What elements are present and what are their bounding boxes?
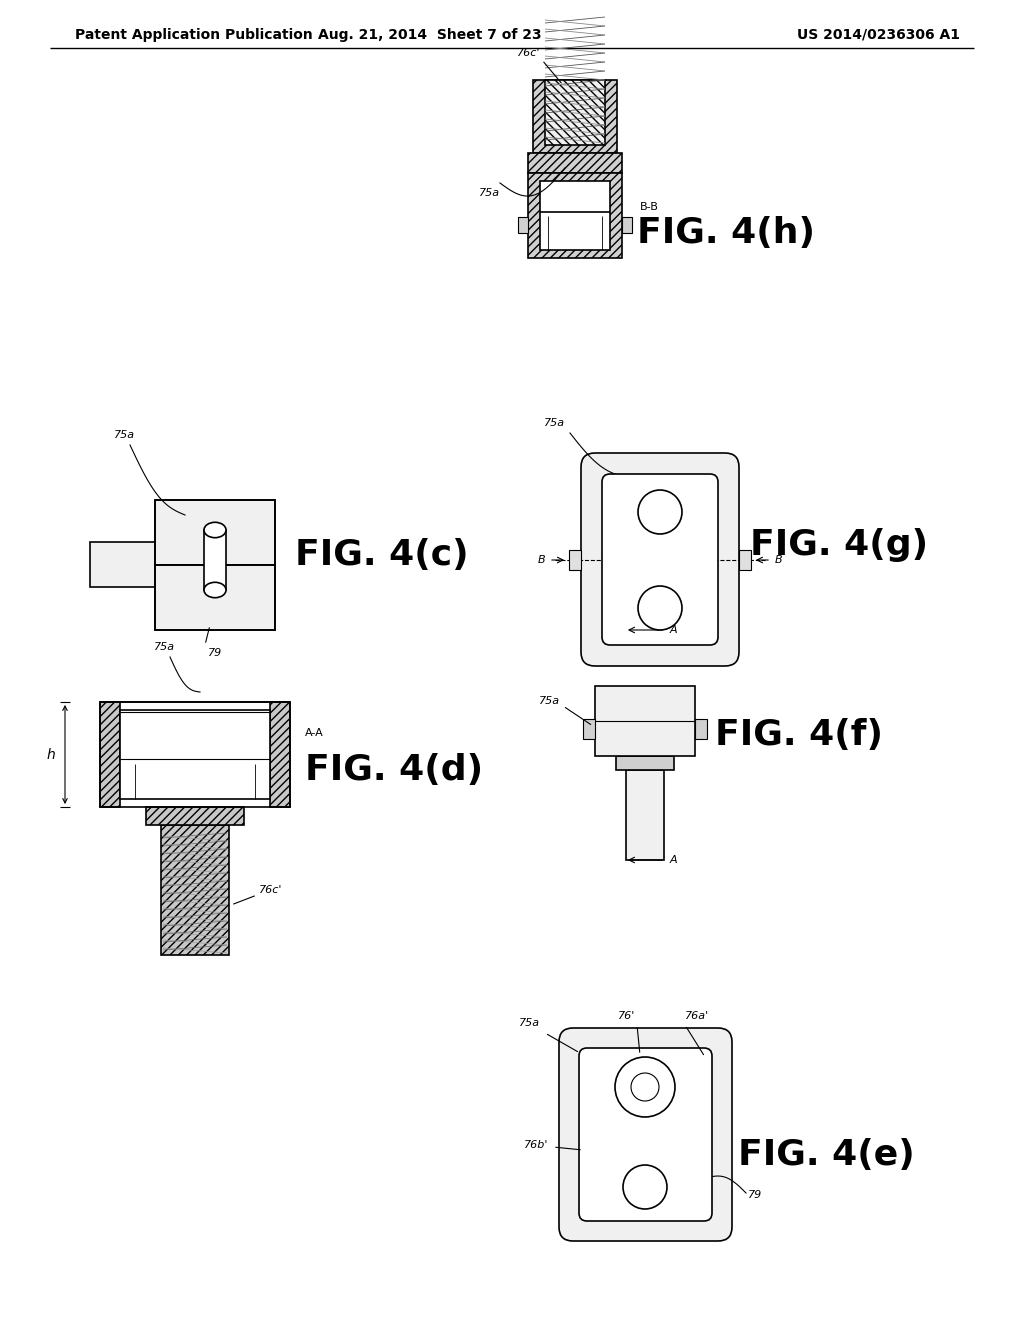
Text: FIG. 4(f): FIG. 4(f) [715,718,883,752]
Text: 75a: 75a [539,696,560,706]
Text: FIG. 4(g): FIG. 4(g) [750,528,928,562]
FancyBboxPatch shape [559,1028,732,1241]
Text: 76c': 76c' [259,884,283,895]
Bar [569,550,581,570]
Bar [626,770,664,861]
Bar [739,550,751,570]
Circle shape [631,1073,659,1101]
Text: 75a: 75a [115,430,135,440]
FancyBboxPatch shape [581,453,739,667]
Text: FIG. 4(h): FIG. 4(h) [637,215,815,249]
Bar [146,807,244,825]
Bar [545,81,605,145]
Bar [204,531,226,590]
Text: 79: 79 [208,648,222,657]
Text: A: A [670,855,678,865]
Text: Patent Application Publication: Patent Application Publication [75,28,312,42]
Text: 75a: 75a [519,1018,540,1028]
Bar [595,686,695,756]
Text: Aug. 21, 2014  Sheet 7 of 23: Aug. 21, 2014 Sheet 7 of 23 [318,28,542,42]
FancyBboxPatch shape [602,474,718,645]
Text: 76a': 76a' [685,1011,710,1020]
Text: 75a: 75a [544,418,565,428]
Bar [518,216,528,232]
Bar [270,702,290,807]
Bar [622,216,632,232]
Ellipse shape [204,523,226,537]
Bar [695,718,707,738]
Bar [540,181,610,249]
Ellipse shape [204,582,226,598]
Circle shape [638,586,682,630]
Bar [90,543,155,587]
Bar [528,153,622,173]
Bar [161,825,229,954]
Text: US 2014/0236306 A1: US 2014/0236306 A1 [797,28,961,42]
Text: FIG. 4(e): FIG. 4(e) [738,1138,914,1172]
Bar [616,756,674,770]
Bar [155,565,275,630]
Text: B: B [538,554,545,565]
Text: A: A [670,624,678,635]
Bar [583,718,595,738]
Bar [120,710,270,799]
Bar [155,500,275,565]
Text: FIG. 4(d): FIG. 4(d) [305,754,483,787]
Bar [528,173,622,257]
Text: B-B: B-B [640,202,658,213]
Text: 75a: 75a [155,642,175,652]
Bar [100,702,290,807]
Text: 75a: 75a [479,187,500,198]
Bar [534,81,617,153]
Text: A-A: A-A [305,729,324,738]
Circle shape [615,1057,675,1117]
Text: 79: 79 [748,1191,762,1200]
Text: 76': 76' [617,1011,635,1020]
Text: 76b': 76b' [523,1140,548,1150]
Text: h: h [46,748,55,762]
Circle shape [638,490,682,535]
FancyBboxPatch shape [579,1048,712,1221]
Bar [100,702,120,807]
Text: FIG. 4(c): FIG. 4(c) [295,539,469,572]
Text: 76c': 76c' [517,48,540,58]
Text: B: B [775,554,782,565]
Circle shape [623,1166,667,1209]
Bar [155,500,275,630]
